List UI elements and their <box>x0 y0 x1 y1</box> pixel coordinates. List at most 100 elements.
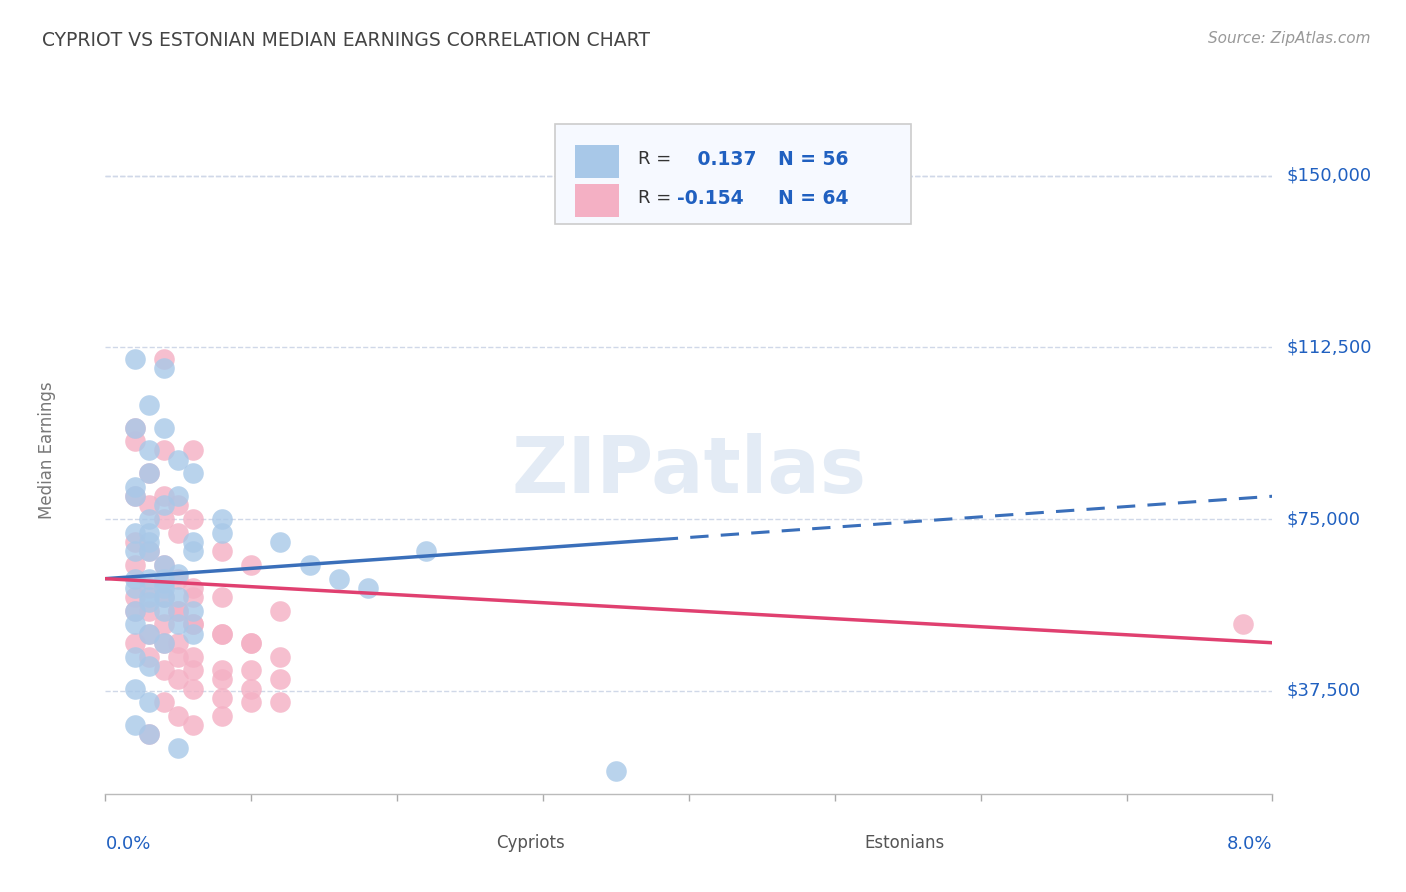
Point <box>167 741 190 756</box>
Text: ZIPatlas: ZIPatlas <box>512 433 866 509</box>
Text: N = 56: N = 56 <box>778 150 848 169</box>
Point <box>124 489 146 503</box>
Point <box>138 658 160 673</box>
Point <box>167 499 190 513</box>
Point <box>181 681 204 696</box>
Point <box>153 489 174 503</box>
Point <box>167 604 190 618</box>
Point <box>181 663 204 677</box>
Point <box>138 544 160 558</box>
Point <box>153 636 174 650</box>
Text: $150,000: $150,000 <box>1286 167 1371 185</box>
Point <box>153 636 174 650</box>
Text: $112,500: $112,500 <box>1286 338 1372 357</box>
Text: R =: R = <box>637 151 676 169</box>
Point <box>138 544 160 558</box>
Point <box>240 636 263 650</box>
Point <box>211 512 233 526</box>
Point <box>240 636 263 650</box>
Point <box>124 636 146 650</box>
Point <box>167 590 190 604</box>
Text: -0.154: -0.154 <box>678 189 744 208</box>
Point <box>138 467 160 481</box>
Point <box>181 617 204 632</box>
Point <box>138 525 160 540</box>
Point <box>124 718 146 732</box>
Point <box>153 576 174 591</box>
Point <box>138 512 160 526</box>
Text: 0.0%: 0.0% <box>105 835 150 853</box>
Point <box>124 480 146 494</box>
Point <box>269 695 292 709</box>
Point <box>138 626 160 640</box>
Point <box>269 649 292 664</box>
Point <box>124 581 146 595</box>
Point <box>167 649 190 664</box>
Point <box>124 420 146 434</box>
Text: 0.137: 0.137 <box>692 150 756 169</box>
Point <box>211 626 233 640</box>
Point <box>138 398 160 412</box>
Point <box>181 535 204 549</box>
Point <box>124 525 146 540</box>
Point <box>211 663 233 677</box>
Point <box>181 617 204 632</box>
Point <box>181 590 204 604</box>
Point <box>211 690 233 705</box>
Point <box>153 361 174 376</box>
Point <box>211 590 233 604</box>
Point <box>138 590 160 604</box>
Point <box>138 604 160 618</box>
Point <box>138 443 160 458</box>
Point <box>357 581 380 595</box>
Point <box>211 525 233 540</box>
Point <box>138 649 160 664</box>
Point <box>167 525 190 540</box>
Point <box>124 681 146 696</box>
Point <box>124 489 146 503</box>
Point <box>138 695 160 709</box>
Point <box>124 617 146 632</box>
Point <box>211 544 233 558</box>
Text: Cypriots: Cypriots <box>496 834 565 853</box>
Point <box>153 512 174 526</box>
Point <box>167 452 190 467</box>
Point <box>167 709 190 723</box>
Text: CYPRIOT VS ESTONIAN MEDIAN EARNINGS CORRELATION CHART: CYPRIOT VS ESTONIAN MEDIAN EARNINGS CORR… <box>42 31 650 50</box>
Point <box>124 558 146 572</box>
Point <box>138 727 160 741</box>
Text: $75,000: $75,000 <box>1286 510 1361 528</box>
Text: Estonians: Estonians <box>863 834 945 853</box>
Point <box>138 626 160 640</box>
Point <box>153 617 174 632</box>
Text: N = 64: N = 64 <box>778 189 848 208</box>
Point <box>124 604 146 618</box>
Point <box>240 663 263 677</box>
Point <box>269 604 292 618</box>
Text: 8.0%: 8.0% <box>1227 835 1272 853</box>
Point <box>181 649 204 664</box>
Point <box>153 581 174 595</box>
Point <box>153 590 174 604</box>
FancyBboxPatch shape <box>806 833 851 854</box>
Point <box>167 617 190 632</box>
Point <box>181 512 204 526</box>
Point <box>181 581 204 595</box>
Point <box>153 351 174 366</box>
Point <box>167 567 190 582</box>
Point <box>181 443 204 458</box>
FancyBboxPatch shape <box>575 145 619 178</box>
Point <box>138 594 160 608</box>
Point <box>415 544 437 558</box>
Point <box>167 604 190 618</box>
Point <box>124 590 146 604</box>
Point <box>211 709 233 723</box>
Point <box>138 535 160 549</box>
Point <box>124 544 146 558</box>
Text: $37,500: $37,500 <box>1286 681 1361 700</box>
Point <box>167 636 190 650</box>
Point <box>124 604 146 618</box>
Point <box>153 572 174 586</box>
Point <box>124 351 146 366</box>
Text: R =: R = <box>637 189 676 207</box>
